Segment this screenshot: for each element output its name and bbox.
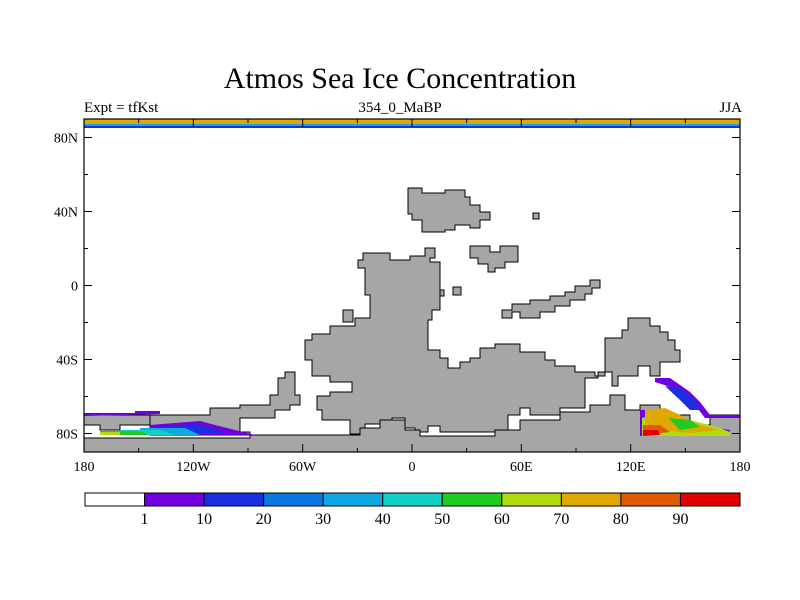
season-label: JJA — [719, 100, 742, 116]
colorbar-label: 40 — [375, 511, 391, 528]
y-tick-label: 0 — [71, 280, 78, 295]
experiment-label: Expt = tfKst — [84, 100, 159, 116]
x-tick-label: 60E — [510, 460, 533, 475]
land-islet-1 — [342, 309, 354, 323]
colorbar-box — [84, 492, 146, 507]
colorbar-box — [382, 492, 443, 507]
sea-ice-east — [640, 378, 740, 436]
colorbar-box — [679, 492, 741, 507]
land-pangaea — [304, 247, 681, 435]
colorbar: 1 10 20 30 40 50 60 70 80 90 — [84, 492, 741, 528]
colorbar-box — [441, 492, 503, 507]
ice-east-green — [668, 418, 700, 430]
y-tick-label: 40N — [54, 206, 78, 221]
colorbar-box — [203, 492, 265, 507]
x-tick-label: 180 — [74, 460, 95, 475]
colorbar-label: 70 — [553, 511, 569, 528]
land-equatorial-arc — [501, 279, 601, 319]
ice-east-red — [643, 430, 660, 436]
colorbar-box — [322, 492, 384, 507]
ice-west-yellow — [100, 432, 120, 435]
x-tick-label: 120W — [176, 460, 211, 475]
ice-east-blue — [665, 386, 700, 410]
sea-ice-west — [84, 411, 255, 435]
x-tick-label: 180 — [730, 460, 751, 475]
ice-west-purple — [84, 411, 160, 416]
colorbar-label: 50 — [434, 511, 450, 528]
colorbar-box — [560, 492, 622, 507]
colorbar-label: 60 — [494, 511, 510, 528]
x-tick-label: 60W — [289, 460, 317, 475]
land-east-island — [469, 245, 519, 273]
colorbar-box — [620, 492, 681, 507]
land-islet-4 — [439, 289, 445, 297]
colorbar-label: 90 — [672, 511, 688, 528]
x-tick-label: 0 — [409, 460, 416, 475]
colorbar-label: 10 — [196, 511, 212, 528]
x-tick-label: 120E — [616, 460, 646, 475]
land-masses — [83, 187, 741, 453]
land-islet-3 — [532, 212, 540, 220]
colorbar-label: 30 — [315, 511, 331, 528]
period-label: 354_0_MaBP — [358, 100, 442, 116]
chart-title: Atmos Sea Ice Concentration — [223, 62, 577, 95]
axes: 180 120W 60W 0 60E 120E 180 80N 40N 0 40S 80S — [54, 119, 751, 475]
land-islet-2 — [452, 286, 462, 296]
y-tick-label: 40S — [56, 354, 78, 369]
land-north-island — [407, 187, 491, 233]
colorbar-label: 1 — [141, 511, 149, 528]
colorbar-label: 80 — [613, 511, 629, 528]
y-tick-label: 80N — [54, 132, 78, 147]
colorbar-box — [144, 492, 205, 507]
colorbar-box — [263, 492, 324, 507]
colorbar-label: 20 — [256, 511, 272, 528]
colorbar-box — [501, 492, 562, 507]
land-polar-west — [83, 414, 151, 431]
y-tick-label: 80S — [56, 428, 78, 443]
